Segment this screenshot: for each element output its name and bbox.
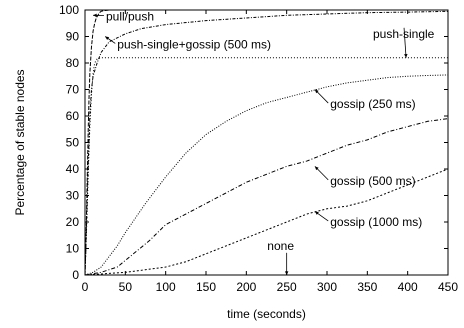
annotation-label: push-single+gossip (500 ms) xyxy=(117,37,271,51)
x-tick-label: 50 xyxy=(119,280,133,294)
x-tick-label: 400 xyxy=(398,280,418,294)
x-tick-label: 350 xyxy=(357,280,377,294)
annotation-arrowhead xyxy=(93,13,97,18)
y-tick-label: 50 xyxy=(66,136,80,150)
annotation-label: gossip (250 ms) xyxy=(330,97,415,111)
axis-ticks: 0 50 100 150 200 250 300 350 400 450 0 10 20 30 40 50 60… xyxy=(59,3,458,294)
annotation-leader xyxy=(403,27,407,58)
annotation-arrowhead xyxy=(284,271,289,275)
series-line-3 xyxy=(84,74,449,276)
series-line-4 xyxy=(84,118,449,276)
series-line-5 xyxy=(84,168,449,276)
y-tick-label: 60 xyxy=(66,109,80,123)
x-tick-label: 200 xyxy=(236,280,256,294)
annotations: pull/push push-single+gossip (500 ms) push… xyxy=(93,10,435,275)
y-tick-label: 100 xyxy=(59,3,79,17)
y-tick-label: 70 xyxy=(66,83,80,97)
annotation-label: none xyxy=(267,239,294,253)
y-tick-label: 80 xyxy=(66,56,80,70)
annotation-label: gossip (1000 ms) xyxy=(330,215,422,229)
annotation-label: push-single xyxy=(373,27,435,41)
x-tick-label: 100 xyxy=(156,280,176,294)
y-tick-label: 0 xyxy=(72,268,79,282)
x-axis-title: time (seconds) xyxy=(227,307,306,321)
x-tick-label: 450 xyxy=(438,280,458,294)
annotation-label: gossip (500 ms) xyxy=(330,174,415,188)
y-tick-label: 90 xyxy=(66,30,80,44)
annotation-arrowhead xyxy=(314,89,319,94)
x-tick-label: 0 xyxy=(82,280,89,294)
series-line-1 xyxy=(84,10,449,276)
y-tick-label: 30 xyxy=(66,189,80,203)
x-tick-label: 300 xyxy=(317,280,337,294)
annotation-label: pull/push xyxy=(106,10,154,24)
x-tick-label: 250 xyxy=(277,280,297,294)
y-tick-label: 10 xyxy=(66,242,80,256)
annotation-arrowhead xyxy=(314,211,319,215)
annotation-arrowhead xyxy=(314,166,319,171)
annotation-arrowhead xyxy=(404,53,408,58)
x-tick-label: 150 xyxy=(196,280,216,294)
y-tick-label: 40 xyxy=(66,162,80,176)
annotation-arrowhead xyxy=(105,36,110,40)
y-tick-label: 20 xyxy=(66,215,80,229)
series-line-2 xyxy=(84,57,448,276)
y-axis-title: Percentage of stable nodes xyxy=(13,69,27,215)
